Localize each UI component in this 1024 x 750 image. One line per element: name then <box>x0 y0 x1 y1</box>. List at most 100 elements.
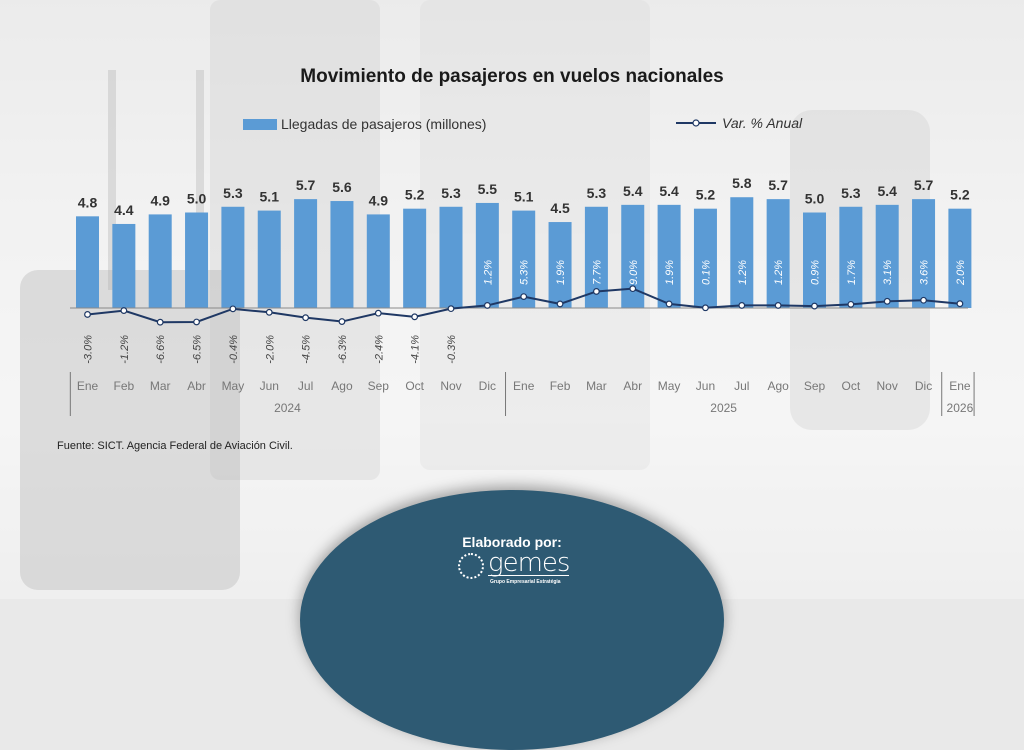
bar-value-label: 5.8 <box>732 175 752 191</box>
var-label: 2.0% <box>955 260 967 286</box>
var-label: 1.2% <box>482 260 494 285</box>
bar <box>548 222 572 308</box>
var-point <box>556 300 564 308</box>
var-point <box>120 307 128 314</box>
var-point <box>483 302 491 309</box>
var-label: -4.5% <box>301 335 313 364</box>
x-tick-label: Sep <box>804 379 826 393</box>
var-point <box>229 305 237 313</box>
var-point <box>702 304 709 312</box>
var-point <box>411 313 419 321</box>
x-group-label: 2026 <box>947 401 974 415</box>
var-point <box>956 300 964 308</box>
var-label: -6.5% <box>192 335 204 364</box>
bar-value-label: 5.3 <box>587 185 607 201</box>
legend-bar-label: Llegadas de pasajeros (millones) <box>281 116 487 132</box>
bar-value-label: 4.9 <box>369 192 389 208</box>
var-label: -2.0% <box>264 335 276 364</box>
var-label: 9.0% <box>628 260 640 285</box>
var-point <box>811 302 818 310</box>
chart-plot: 4.8 4.4 4.9 5.0 5.3 5.1 5.7 5.6 4.9 5.2 5.3 5.5 5.1 4… <box>69 175 975 416</box>
bar-value-label: 5.1 <box>514 189 534 205</box>
logo-wordmark: gemes <box>488 548 570 578</box>
var-point <box>84 311 91 318</box>
var-label: 1.9% <box>555 260 567 285</box>
x-tick-label: Dic <box>915 379 932 393</box>
x-tick-label: Feb <box>550 379 571 393</box>
bar <box>875 204 899 308</box>
var-label: -6.3% <box>337 335 349 364</box>
var-point <box>447 305 455 313</box>
bar-value-label: 5.7 <box>768 177 788 193</box>
bar-value-label: 5.3 <box>841 185 861 201</box>
bar <box>657 204 681 308</box>
logo-tagline: Grupo Empresarial Estratégia <box>490 579 561 585</box>
var-label: 3.6% <box>919 260 931 285</box>
var-label: -3.0% <box>83 335 95 364</box>
x-tick-label: Abr <box>187 379 206 393</box>
bar-value-label: 4.8 <box>78 194 98 210</box>
var-label: -4.1% <box>410 335 422 364</box>
bar <box>766 199 790 308</box>
x-tick-label: Nov <box>440 379 461 393</box>
bar-value-label: 5.3 <box>223 185 243 201</box>
legend-bar-swatch <box>243 118 277 130</box>
bar <box>621 204 645 308</box>
x-tick-label: Ene <box>949 379 971 393</box>
chart-title: Movimiento de pasajeros en vuelos nacion… <box>300 66 724 87</box>
bar <box>148 214 172 308</box>
legend-line-label: Var. % Anual <box>722 115 803 131</box>
logo-ring-icon <box>458 553 484 579</box>
bar <box>366 214 390 308</box>
x-tick-label: Jul <box>298 379 313 393</box>
bar <box>294 199 318 308</box>
bar-value-label: 4.5 <box>550 200 570 216</box>
bar-value-label: 5.7 <box>296 177 316 193</box>
bar-value-label: 5.0 <box>805 191 825 207</box>
footer-banner <box>300 490 724 750</box>
bar <box>730 197 754 308</box>
var-point <box>920 296 927 304</box>
bar-value-label: 5.2 <box>405 187 425 203</box>
var-label: 1.7% <box>846 260 858 285</box>
bar <box>803 212 826 308</box>
bar-value-label: 5.2 <box>950 187 970 203</box>
var-point <box>847 300 855 308</box>
bar-value-label: 4.4 <box>114 202 134 218</box>
footer-label: Elaborado por: <box>462 534 562 550</box>
bar <box>257 210 281 308</box>
x-tick-label: Jun <box>260 379 279 393</box>
bar-value-label: 5.1 <box>260 189 280 205</box>
var-label: 0.1% <box>700 260 712 285</box>
x-tick-label: Feb <box>114 379 135 393</box>
var-point <box>265 308 273 316</box>
bar <box>475 202 499 308</box>
x-tick-label: Ago <box>767 379 789 393</box>
x-tick-label: Oct <box>842 379 861 393</box>
x-tick-label: Sep <box>368 379 390 393</box>
bar <box>221 206 245 308</box>
bar <box>76 216 99 308</box>
bar-value-label: 5.4 <box>877 183 897 199</box>
x-tick-label: Dic <box>479 379 496 393</box>
x-tick-label: Mar <box>586 379 607 393</box>
bar <box>439 206 463 308</box>
var-label: 1.9% <box>664 260 676 285</box>
x-tick-label: May <box>222 379 245 393</box>
bar-value-label: 5.4 <box>623 183 643 199</box>
legend-line-swatch <box>676 119 716 127</box>
var-point <box>374 309 382 317</box>
x-tick-label: Ene <box>513 379 535 393</box>
var-point <box>883 297 891 305</box>
bar <box>112 223 136 308</box>
var-point <box>156 318 164 326</box>
bar-value-label: 5.6 <box>332 179 352 195</box>
bar <box>185 212 209 308</box>
bar-value-label: 5.0 <box>187 191 207 207</box>
var-label: 3.1% <box>882 260 894 285</box>
source-note: Fuente: SICT. Agencia Federal de Aviació… <box>57 440 293 452</box>
var-label: -0.3% <box>446 335 458 364</box>
var-point <box>302 314 310 322</box>
x-tick-label: Ago <box>331 379 353 393</box>
var-point <box>629 285 637 293</box>
